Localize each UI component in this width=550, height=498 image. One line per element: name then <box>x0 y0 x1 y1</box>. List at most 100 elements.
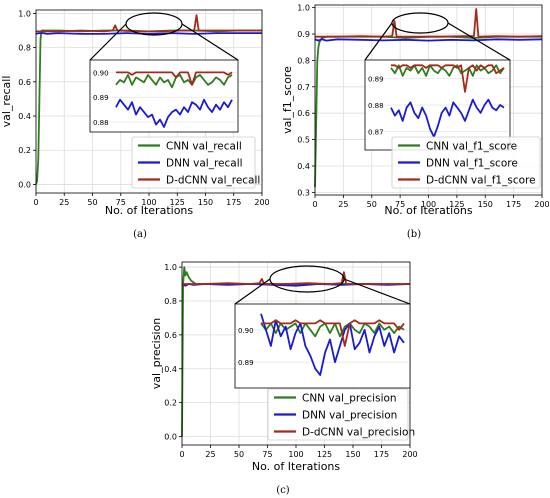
x-tick-label: 25 <box>338 200 348 209</box>
series-line-dnn <box>314 38 543 42</box>
x-tick-label: 100 <box>288 450 303 459</box>
chart-1: 0 25 50 75 100 125 150 175 200 0.3 0.4 0.5 0.6 0.7 0.8… <box>281 4 550 217</box>
legend-label: CNN val_f1_score <box>426 141 517 153</box>
zoom-connector-left <box>364 22 393 61</box>
y-tick-label: 0.5 <box>297 136 310 145</box>
inset-y-tick-label: 0.87 <box>368 128 384 136</box>
inset-series-line-cnn <box>390 64 505 77</box>
y-tick-label: 0.6 <box>164 331 177 340</box>
chart-0: 0 25 50 75 100 125 150 175 200 0.0 0.2 0.4 0.6 0.8 1.0… <box>0 9 270 217</box>
inset-series-line-dnn <box>390 98 505 138</box>
zoom-connector-left <box>89 23 127 61</box>
zoom-connector-left <box>234 278 271 305</box>
x-tick-label: 125 <box>170 198 185 207</box>
y-tick-label: 0.0 <box>164 433 177 442</box>
y-tick-label: 0.8 <box>18 44 31 53</box>
x-tick-label: 150 <box>198 198 213 207</box>
inset-series-line-cnn <box>115 74 233 89</box>
x-tick-label: 25 <box>205 450 215 459</box>
x-tick-label: 200 <box>534 200 549 209</box>
x-tick-label: 75 <box>395 200 405 209</box>
x-tick-label: 200 <box>402 450 417 459</box>
inset-series-line-ddcnn <box>116 71 233 86</box>
inset-y-tick-label: 0.89 <box>368 76 384 84</box>
y-tick-label: 1.0 <box>18 9 31 18</box>
x-axis-label: No. of Iterations <box>105 204 194 217</box>
x-tick-label: 200 <box>254 198 269 207</box>
chart-2: 0 25 50 75 100 125 150 175 200 0.0 0.2 0.4 0.6 0.8 1.0… <box>150 261 418 473</box>
inset-series-line-ddcnn <box>261 319 405 347</box>
x-tick-label: 50 <box>87 198 97 207</box>
series-line-ddcnn <box>36 14 262 33</box>
series-line-ddcnn <box>182 271 410 285</box>
legend-label: CNN val_recall <box>166 141 242 153</box>
y-axis-label: val_precision <box>150 318 163 389</box>
y-tick-label: 0.8 <box>164 297 177 306</box>
y-tick-label: 0.8 <box>297 56 310 65</box>
y-tick-label: 0.4 <box>18 112 31 121</box>
x-tick-label: 175 <box>506 200 521 209</box>
y-tick-label: 0.2 <box>18 146 31 155</box>
y-tick-label: 0.6 <box>18 78 31 87</box>
zoom-connector-right <box>181 23 239 61</box>
zoom-connector-right <box>343 278 411 305</box>
x-tick-label: 0 <box>179 450 184 459</box>
legend-label: D-dCNN val_precision <box>302 427 415 439</box>
x-tick-label: 75 <box>262 450 272 459</box>
x-tick-label: 175 <box>226 198 241 207</box>
legend-label: DNN val_recall <box>166 158 243 170</box>
inset-series-line-ddcnn <box>391 64 505 93</box>
series-line-ddcnn <box>315 8 543 38</box>
inset-y-tick-label: 0.89 <box>238 359 254 367</box>
x-tick-label: 150 <box>478 200 493 209</box>
y-axis-label: val_f1_score <box>281 66 294 134</box>
y-tick-label: 1.0 <box>297 4 310 13</box>
x-axis-label: No. of Iterations <box>384 204 473 217</box>
legend-label: D-dCNN val_f1_score <box>426 175 536 187</box>
x-tick-label: 50 <box>234 450 244 459</box>
y-axis-label: val_recall <box>0 76 13 128</box>
y-tick-label: 1.0 <box>164 263 177 272</box>
legend-label: CNN val_precision <box>302 393 397 405</box>
inset-y-tick-label: 0.88 <box>368 102 384 110</box>
inset-y-tick-label: 0.89 <box>93 94 109 102</box>
x-tick-label: 125 <box>317 450 332 459</box>
zoom-connector-right <box>447 22 511 61</box>
y-tick-label: 0.7 <box>297 83 310 92</box>
zoom-ellipse <box>269 265 345 293</box>
caption-c: (c) <box>276 485 290 496</box>
x-tick-label: 125 <box>449 200 464 209</box>
x-tick-label: 0 <box>312 200 317 209</box>
legend-label: DNN val_precision <box>302 410 397 422</box>
y-tick-label: 0.0 <box>18 180 31 189</box>
legend-box <box>131 136 256 189</box>
caption-b: (b) <box>407 229 421 240</box>
inset-y-tick-label: 0.88 <box>93 119 109 127</box>
y-tick-label: 0.3 <box>297 188 310 197</box>
inset-frame <box>234 303 411 389</box>
x-tick-label: 75 <box>116 198 126 207</box>
x-tick-label: 150 <box>345 450 360 459</box>
inset-y-tick-label: 0.90 <box>93 69 109 77</box>
x-tick-label: 100 <box>421 200 436 209</box>
x-tick-label: 0 <box>33 198 38 207</box>
y-tick-label: 0.4 <box>297 162 310 171</box>
legend-box <box>267 388 409 441</box>
inset-series-line-dnn <box>115 98 233 128</box>
x-tick-label: 25 <box>59 198 69 207</box>
x-tick-label: 50 <box>367 200 377 209</box>
x-tick-label: 100 <box>141 198 156 207</box>
y-tick-label: 0.4 <box>164 365 177 374</box>
inset-frame <box>89 59 239 133</box>
legend-label: DNN val_f1_score <box>426 158 518 170</box>
inset-y-tick-label: 0.90 <box>238 327 254 335</box>
legend-box <box>391 136 541 189</box>
series-line-dnn <box>35 32 262 35</box>
legend-label: D-dCNN val_recall <box>166 175 260 187</box>
y-tick-label: 0.9 <box>297 30 310 39</box>
inset-series-line-dnn <box>260 313 405 377</box>
caption-a: (a) <box>133 229 147 240</box>
y-tick-label: 0.6 <box>297 109 310 118</box>
x-axis-label: No. of Iterations <box>252 460 341 473</box>
